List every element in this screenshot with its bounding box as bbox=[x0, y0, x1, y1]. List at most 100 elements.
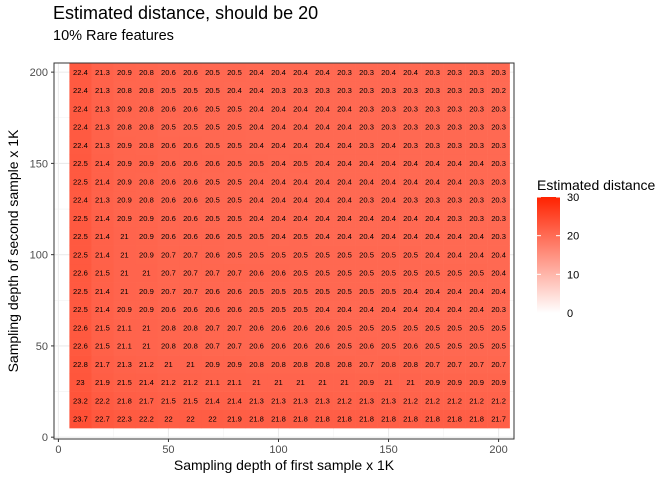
cell-value-label: 20.5 bbox=[183, 123, 198, 132]
heatmap-cell bbox=[311, 391, 334, 411]
cell-value-label: 20.3 bbox=[425, 196, 440, 205]
cell-value-label: 21 bbox=[120, 287, 128, 296]
heatmap-cell bbox=[333, 154, 356, 173]
cell-value-label: 22.5 bbox=[73, 159, 88, 168]
heatmap-cell bbox=[157, 391, 180, 411]
cell-value-label: 20.7 bbox=[359, 360, 374, 369]
heatmap-cell bbox=[223, 263, 246, 283]
cell-value-label: 20.4 bbox=[337, 196, 352, 205]
heatmap-cell bbox=[289, 227, 312, 246]
heatmap-cell bbox=[465, 245, 488, 265]
heatmap-cell bbox=[223, 409, 246, 429]
cell-value-label: 20.8 bbox=[249, 360, 264, 369]
cell-value-label: 22.4 bbox=[73, 196, 88, 205]
heatmap-cell bbox=[69, 227, 92, 246]
heatmap-cell bbox=[91, 63, 114, 82]
heatmap-cell bbox=[267, 263, 290, 283]
cell-value-label: 20.5 bbox=[161, 86, 176, 95]
cell-value-label: 20.5 bbox=[183, 86, 198, 95]
cell-value-label: 20.3 bbox=[359, 86, 374, 95]
cell-value-label: 20.3 bbox=[469, 141, 484, 150]
cell-value-label: 20.3 bbox=[381, 86, 396, 95]
heatmap-cell bbox=[135, 245, 158, 265]
cell-value-label: 20.5 bbox=[227, 123, 242, 132]
cell-value-label: 21.3 bbox=[117, 360, 132, 369]
heatmap-cell bbox=[267, 172, 290, 192]
heatmap-cell bbox=[443, 409, 466, 429]
cell-value-label: 20.6 bbox=[315, 342, 330, 351]
heatmap-cell bbox=[69, 373, 92, 392]
cell-value-label: 20.6 bbox=[161, 159, 176, 168]
cell-value-label: 20.6 bbox=[205, 250, 220, 259]
heatmap-cell bbox=[399, 373, 422, 392]
cell-value-label: 20.4 bbox=[381, 232, 396, 241]
cell-value-label: 20.5 bbox=[293, 250, 308, 259]
heatmap-cell bbox=[69, 245, 92, 265]
cell-value-label: 20.5 bbox=[315, 250, 330, 259]
heatmap-cell bbox=[223, 373, 246, 392]
cell-value-label: 20.5 bbox=[469, 323, 484, 332]
cell-value-label: 20.8 bbox=[381, 360, 396, 369]
heatmap-cell bbox=[399, 136, 422, 155]
legend-tick-label: 30 bbox=[567, 192, 579, 204]
heatmap-cell bbox=[333, 245, 356, 265]
heatmap-cell bbox=[157, 282, 180, 301]
heatmap-cell bbox=[223, 209, 246, 228]
cell-value-label: 21.1 bbox=[205, 378, 220, 387]
heatmap-cell bbox=[355, 300, 378, 319]
cell-value-label: 20.8 bbox=[117, 123, 132, 132]
heatmap-cell bbox=[487, 391, 510, 411]
cell-value-label: 20.5 bbox=[403, 250, 418, 259]
cell-value-label: 21.2 bbox=[491, 396, 506, 405]
cell-value-label: 20.4 bbox=[403, 68, 418, 77]
cell-value-label: 20.4 bbox=[447, 232, 462, 241]
heatmap-cell bbox=[113, 300, 136, 319]
heatmap-cell bbox=[487, 63, 510, 82]
cell-value-label: 20.6 bbox=[161, 196, 176, 205]
cell-value-label: 21.8 bbox=[337, 415, 352, 424]
cell-value-label: 20.6 bbox=[205, 305, 220, 314]
cell-value-label: 20.6 bbox=[205, 159, 220, 168]
cell-value-label: 20.3 bbox=[469, 214, 484, 223]
cell-value-label: 20.4 bbox=[403, 159, 418, 168]
cell-value-label: 20.4 bbox=[293, 214, 308, 223]
heatmap-cell bbox=[333, 172, 356, 192]
x-tick-label: 0 bbox=[55, 444, 61, 456]
heatmap-cell bbox=[377, 409, 400, 429]
cell-value-label: 20.5 bbox=[271, 250, 286, 259]
cell-value-label: 20.6 bbox=[205, 232, 220, 241]
cell-value-label: 20.4 bbox=[271, 196, 286, 205]
cell-value-label: 20.3 bbox=[491, 123, 506, 132]
heatmap-cell bbox=[201, 63, 224, 82]
heatmap-cell bbox=[355, 117, 378, 137]
cell-value-label: 21 bbox=[186, 360, 194, 369]
cell-value-label: 21.7 bbox=[491, 415, 506, 424]
cell-value-label: 21.4 bbox=[95, 305, 110, 314]
cell-value-label: 20.3 bbox=[491, 232, 506, 241]
heatmap-cell bbox=[267, 81, 290, 100]
heatmap-cell bbox=[465, 81, 488, 100]
heatmap-cell bbox=[421, 245, 444, 265]
heatmap-cell bbox=[69, 99, 92, 119]
heatmap-cell bbox=[421, 172, 444, 192]
cell-value-label: 20.5 bbox=[205, 123, 220, 132]
heatmap-cell bbox=[333, 391, 356, 411]
cell-value-label: 20.5 bbox=[205, 141, 220, 150]
heatmap-cell bbox=[487, 190, 510, 210]
heatmap-cell bbox=[91, 391, 114, 411]
heatmap-cell bbox=[377, 282, 400, 301]
cell-value-label: 20.4 bbox=[293, 196, 308, 205]
heatmap-cell bbox=[113, 355, 136, 374]
heatmap-cell bbox=[421, 373, 444, 392]
heatmap-cell bbox=[399, 391, 422, 411]
cell-value-label: 20.4 bbox=[425, 232, 440, 241]
heatmap-cell bbox=[245, 172, 268, 192]
cell-value-label: 21.3 bbox=[95, 86, 110, 95]
heatmap-cell bbox=[267, 245, 290, 265]
cell-value-label: 20.5 bbox=[425, 323, 440, 332]
cell-value-label: 22.6 bbox=[73, 269, 88, 278]
heatmap-cell bbox=[487, 117, 510, 137]
cell-value-label: 22.4 bbox=[73, 141, 88, 150]
cell-value-label: 20.5 bbox=[381, 323, 396, 332]
cell-value-label: 21 bbox=[296, 378, 304, 387]
